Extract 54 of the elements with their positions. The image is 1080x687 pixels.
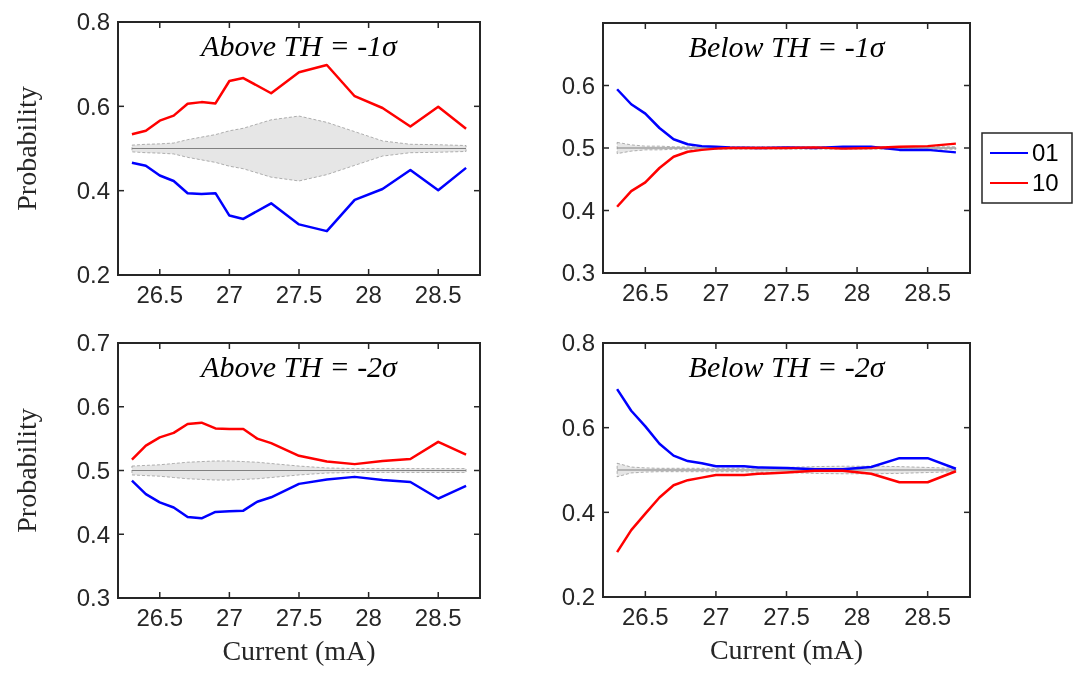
- x-tick-label: 28: [843, 279, 871, 306]
- line-series: [130, 161, 468, 233]
- y-tick-label: 0.2: [76, 261, 110, 289]
- chart-title: Below TH = -2σ: [688, 350, 886, 383]
- chart-title: Below TH = -1σ: [688, 30, 886, 63]
- x-tick-label: 27.5: [275, 604, 323, 631]
- y-tick-label: 0.4: [76, 177, 110, 205]
- y-tick-label: 0.3: [76, 584, 110, 612]
- y-tick-label: 0.4: [561, 196, 595, 224]
- y-tick-label: 0.4: [561, 498, 595, 526]
- y-tick-label: 0.2: [561, 583, 595, 611]
- x-tick-label: 27: [216, 604, 243, 631]
- x-tick-label: 28: [355, 604, 382, 631]
- chart-title: Above TH = -1σ: [199, 29, 399, 62]
- x-tick-label: 26.5: [621, 603, 669, 630]
- x-tick-label: 26.5: [136, 281, 184, 308]
- x-tick-label: 28.5: [414, 604, 462, 631]
- x-tick-label: 27.5: [763, 603, 810, 630]
- x-tick-label: 27: [702, 279, 730, 306]
- x-tick-label: 27: [702, 603, 730, 630]
- y-tick-label: 0.5: [76, 456, 110, 484]
- line-series: [615, 142, 958, 208]
- line-series: [615, 469, 958, 554]
- y-axis-title: Probability: [11, 86, 42, 211]
- x-tick-label: 28: [843, 603, 871, 630]
- x-tick-label: 26.5: [621, 279, 669, 306]
- y-tick-label: 0.8: [561, 329, 595, 357]
- x-tick-label: 28.5: [414, 281, 462, 308]
- x-axis-title: Current (mA): [709, 634, 864, 665]
- x-tick-label: 27.5: [763, 279, 810, 306]
- y-tick-label: 0.6: [76, 393, 110, 421]
- x-tick-label: 28.5: [904, 603, 952, 630]
- x-tick-label: 27.5: [275, 281, 323, 308]
- line-series: [130, 421, 468, 466]
- y-tick-label: 0.6: [76, 92, 110, 120]
- y-tick-label: 0.6: [561, 414, 595, 442]
- y-tick-label: 0.4: [76, 520, 110, 548]
- x-tick-label: 28: [355, 281, 382, 308]
- y-tick-label: 0.8: [76, 8, 110, 36]
- y-tick-label: 0.7: [76, 329, 110, 357]
- y-tick-label: 0.5: [561, 134, 595, 162]
- y-tick-label: 0.3: [561, 259, 595, 287]
- x-axis-title: Current (mA): [222, 635, 376, 666]
- legend-label: 01: [1032, 139, 1059, 166]
- legend-label: 10: [1032, 169, 1059, 196]
- y-axis-title: Probability: [11, 408, 42, 533]
- line-series: [130, 63, 468, 136]
- line-series: [130, 475, 468, 520]
- x-tick-label: 27: [216, 281, 243, 308]
- x-tick-label: 28.5: [904, 279, 952, 306]
- chart-title: Above TH = -2σ: [199, 350, 399, 383]
- y-tick-label: 0.6: [561, 71, 595, 99]
- x-tick-label: 26.5: [136, 604, 184, 631]
- line-series: [615, 387, 958, 471]
